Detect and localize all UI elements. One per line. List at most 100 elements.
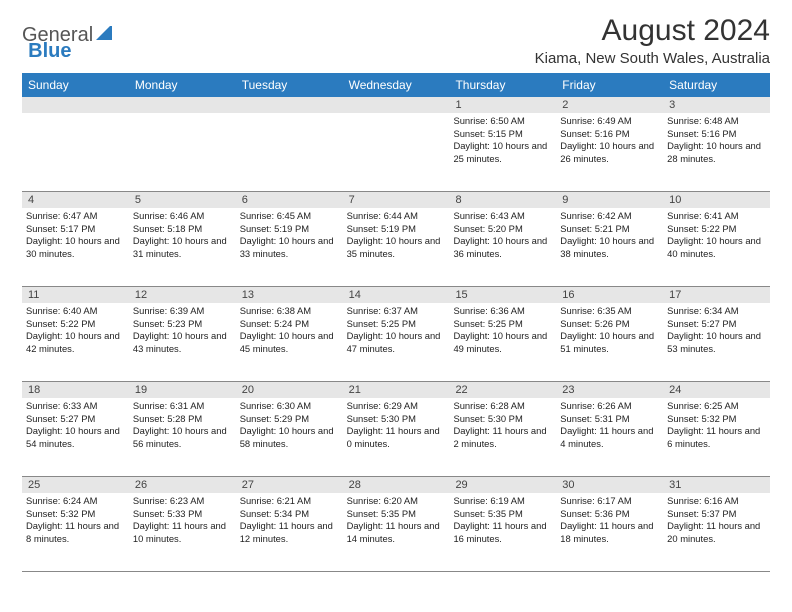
day-number: 26: [129, 477, 236, 493]
day-cell: Sunrise: 6:42 AMSunset: 5:21 PMDaylight:…: [556, 208, 663, 286]
day-number: 30: [556, 477, 663, 493]
sunrise-text: Sunrise: 6:25 AM: [667, 400, 766, 413]
day-number: 13: [236, 287, 343, 303]
daylight-text: Daylight: 11 hours and 0 minutes.: [347, 425, 446, 450]
sunset-text: Sunset: 5:21 PM: [560, 223, 659, 236]
sunset-text: Sunset: 5:31 PM: [560, 413, 659, 426]
day-cell: Sunrise: 6:37 AMSunset: 5:25 PMDaylight:…: [343, 303, 450, 381]
sunset-text: Sunset: 5:30 PM: [347, 413, 446, 426]
day-number: 1: [449, 97, 556, 113]
month-title: August 2024: [535, 14, 770, 48]
sunset-text: Sunset: 5:16 PM: [560, 128, 659, 141]
day-cell: Sunrise: 6:29 AMSunset: 5:30 PMDaylight:…: [343, 398, 450, 476]
day-cell: Sunrise: 6:21 AMSunset: 5:34 PMDaylight:…: [236, 493, 343, 571]
day-cell: [22, 113, 129, 191]
daylight-text: Daylight: 10 hours and 42 minutes.: [26, 330, 125, 355]
sunrise-text: Sunrise: 6:40 AM: [26, 305, 125, 318]
day-number-row: 123: [22, 97, 770, 113]
day-cell: Sunrise: 6:25 AMSunset: 5:32 PMDaylight:…: [663, 398, 770, 476]
sunset-text: Sunset: 5:35 PM: [453, 508, 552, 521]
daylight-text: Daylight: 11 hours and 6 minutes.: [667, 425, 766, 450]
daylight-text: Daylight: 10 hours and 35 minutes.: [347, 235, 446, 260]
day-number-row: 25262728293031: [22, 477, 770, 493]
day-number: 19: [129, 382, 236, 398]
day-number: 27: [236, 477, 343, 493]
day-header-cell: Friday: [556, 73, 663, 97]
sunset-text: Sunset: 5:32 PM: [26, 508, 125, 521]
sunrise-text: Sunrise: 6:34 AM: [667, 305, 766, 318]
sunset-text: Sunset: 5:17 PM: [26, 223, 125, 236]
day-number: 29: [449, 477, 556, 493]
day-number: 23: [556, 382, 663, 398]
day-number: 6: [236, 192, 343, 208]
calendar-grid: 123Sunrise: 6:50 AMSunset: 5:15 PMDaylig…: [22, 97, 770, 572]
day-number: 12: [129, 287, 236, 303]
day-cell: Sunrise: 6:44 AMSunset: 5:19 PMDaylight:…: [343, 208, 450, 286]
day-cell: [236, 113, 343, 191]
day-header-cell: Thursday: [449, 73, 556, 97]
sunset-text: Sunset: 5:28 PM: [133, 413, 232, 426]
day-number-row: 18192021222324: [22, 382, 770, 398]
daylight-text: Daylight: 10 hours and 33 minutes.: [240, 235, 339, 260]
day-cell: Sunrise: 6:24 AMSunset: 5:32 PMDaylight:…: [22, 493, 129, 571]
triangle-icon: [96, 26, 116, 45]
daylight-text: Daylight: 10 hours and 26 minutes.: [560, 140, 659, 165]
sunrise-text: Sunrise: 6:23 AM: [133, 495, 232, 508]
day-header-cell: Saturday: [663, 73, 770, 97]
sunrise-text: Sunrise: 6:21 AM: [240, 495, 339, 508]
sunset-text: Sunset: 5:27 PM: [26, 413, 125, 426]
daylight-text: Daylight: 10 hours and 58 minutes.: [240, 425, 339, 450]
daylight-text: Daylight: 11 hours and 18 minutes.: [560, 520, 659, 545]
daylight-text: Daylight: 10 hours and 36 minutes.: [453, 235, 552, 260]
week-row: Sunrise: 6:40 AMSunset: 5:22 PMDaylight:…: [22, 303, 770, 382]
sunrise-text: Sunrise: 6:36 AM: [453, 305, 552, 318]
day-number: 10: [663, 192, 770, 208]
sunset-text: Sunset: 5:32 PM: [667, 413, 766, 426]
day-cell: [343, 113, 450, 191]
sunrise-text: Sunrise: 6:47 AM: [26, 210, 125, 223]
daylight-text: Daylight: 10 hours and 53 minutes.: [667, 330, 766, 355]
day-number: [236, 97, 343, 113]
day-cell: Sunrise: 6:31 AMSunset: 5:28 PMDaylight:…: [129, 398, 236, 476]
day-header-cell: Wednesday: [343, 73, 450, 97]
day-number: 22: [449, 382, 556, 398]
sunrise-text: Sunrise: 6:19 AM: [453, 495, 552, 508]
sunrise-text: Sunrise: 6:20 AM: [347, 495, 446, 508]
daylight-text: Daylight: 11 hours and 16 minutes.: [453, 520, 552, 545]
sunset-text: Sunset: 5:33 PM: [133, 508, 232, 521]
day-header-cell: Sunday: [22, 73, 129, 97]
sunrise-text: Sunrise: 6:38 AM: [240, 305, 339, 318]
sunset-text: Sunset: 5:27 PM: [667, 318, 766, 331]
day-cell: Sunrise: 6:23 AMSunset: 5:33 PMDaylight:…: [129, 493, 236, 571]
daylight-text: Daylight: 10 hours and 40 minutes.: [667, 235, 766, 260]
sunrise-text: Sunrise: 6:26 AM: [560, 400, 659, 413]
day-number: 28: [343, 477, 450, 493]
daylight-text: Daylight: 11 hours and 14 minutes.: [347, 520, 446, 545]
sunrise-text: Sunrise: 6:17 AM: [560, 495, 659, 508]
week-row: Sunrise: 6:50 AMSunset: 5:15 PMDaylight:…: [22, 113, 770, 192]
sunrise-text: Sunrise: 6:24 AM: [26, 495, 125, 508]
day-number: 25: [22, 477, 129, 493]
day-number: 31: [663, 477, 770, 493]
sunset-text: Sunset: 5:19 PM: [347, 223, 446, 236]
day-number: 15: [449, 287, 556, 303]
sunrise-text: Sunrise: 6:39 AM: [133, 305, 232, 318]
day-cell: Sunrise: 6:48 AMSunset: 5:16 PMDaylight:…: [663, 113, 770, 191]
daylight-text: Daylight: 11 hours and 10 minutes.: [133, 520, 232, 545]
day-cell: Sunrise: 6:19 AMSunset: 5:35 PMDaylight:…: [449, 493, 556, 571]
sunrise-text: Sunrise: 6:50 AM: [453, 115, 552, 128]
sunset-text: Sunset: 5:18 PM: [133, 223, 232, 236]
week-row: Sunrise: 6:24 AMSunset: 5:32 PM Daylight:…: [22, 493, 770, 572]
daylight-text: Daylight: 10 hours and 28 minutes.: [667, 140, 766, 165]
day-number: 14: [343, 287, 450, 303]
day-cell: Sunrise: 6:41 AMSunset: 5:22 PMDaylight:…: [663, 208, 770, 286]
day-number: 9: [556, 192, 663, 208]
day-cell: Sunrise: 6:35 AMSunset: 5:26 PMDaylight:…: [556, 303, 663, 381]
day-cell: [129, 113, 236, 191]
day-cell: Sunrise: 6:28 AMSunset: 5:30 PMDaylight:…: [449, 398, 556, 476]
week-row: Sunrise: 6:33 AMSunset: 5:27 PMDaylight:…: [22, 398, 770, 477]
sunset-text: Sunset: 5:19 PM: [240, 223, 339, 236]
daylight-text: Daylight: 11 hours and 12 minutes.: [240, 520, 339, 545]
day-number-row: 11121314151617: [22, 287, 770, 303]
day-cell: Sunrise: 6:30 AMSunset: 5:29 PMDaylight:…: [236, 398, 343, 476]
